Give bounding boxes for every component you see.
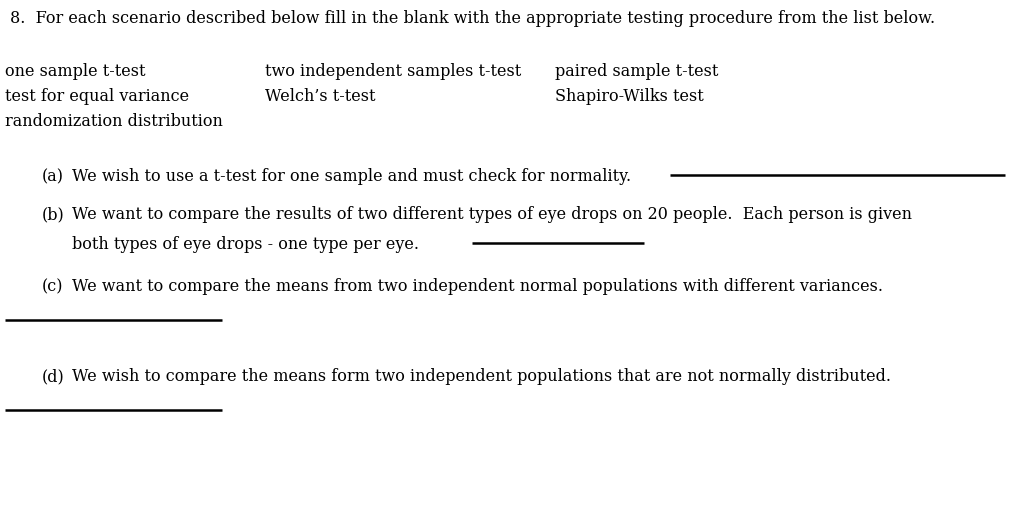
Text: two independent samples t-test: two independent samples t-test — [265, 63, 521, 80]
Text: We wish to use a t-test for one sample and must check for normality.: We wish to use a t-test for one sample a… — [72, 168, 631, 185]
Text: randomization distribution: randomization distribution — [5, 113, 223, 130]
Text: We want to compare the results of two different types of eye drops on 20 people.: We want to compare the results of two di… — [72, 206, 911, 223]
Text: (c): (c) — [42, 278, 63, 295]
Text: We wish to compare the means form two independent populations that are not norma: We wish to compare the means form two in… — [72, 368, 891, 385]
Text: 8.  For each scenario described below fill in the blank with the appropriate tes: 8. For each scenario described below fil… — [10, 10, 934, 27]
Text: test for equal variance: test for equal variance — [5, 88, 189, 105]
Text: Welch’s t-test: Welch’s t-test — [265, 88, 375, 105]
Text: paired sample t-test: paired sample t-test — [554, 63, 717, 80]
Text: (d): (d) — [42, 368, 64, 385]
Text: both types of eye drops - one type per eye.: both types of eye drops - one type per e… — [72, 236, 419, 253]
Text: We want to compare the means from two independent normal populations with differ: We want to compare the means from two in… — [72, 278, 882, 295]
Text: Shapiro-Wilks test: Shapiro-Wilks test — [554, 88, 703, 105]
Text: (b): (b) — [42, 206, 64, 223]
Text: (a): (a) — [42, 168, 64, 185]
Text: one sample t-test: one sample t-test — [5, 63, 146, 80]
